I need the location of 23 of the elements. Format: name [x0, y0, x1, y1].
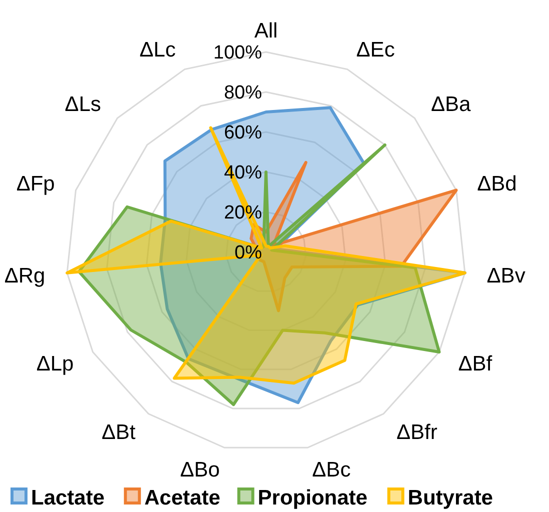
spoke-label: ΔBa — [430, 92, 472, 116]
spoke-label: ΔBt — [102, 420, 136, 444]
legend-label: Acetate — [144, 486, 220, 510]
spoke-label: ΔRg — [4, 264, 46, 288]
spoke-label: ΔBfr — [396, 420, 438, 444]
y-tick-label: 60% — [224, 122, 262, 144]
spoke-label: ΔEc — [356, 38, 395, 62]
spoke-label: All — [254, 19, 278, 42]
spoke-label: ΔLs — [64, 92, 102, 116]
spoke-label: ΔBf — [458, 352, 492, 376]
spoke-label: ΔBd — [477, 172, 517, 196]
spoke-label: ΔBc — [312, 458, 351, 482]
spoke-label: ΔBo — [180, 458, 220, 482]
spoke-label: ΔFp — [16, 172, 55, 196]
y-tick-label: 100% — [213, 42, 262, 64]
spoke-label: ΔLc — [139, 38, 176, 62]
y-tick-label: 0% — [234, 242, 262, 264]
legend-label: Butyrate — [408, 486, 494, 510]
legend-label: Lactate — [31, 486, 105, 510]
spoke-label: ΔLp — [36, 352, 74, 376]
legend-label: Propionate — [258, 486, 368, 510]
y-tick-label: 80% — [224, 82, 262, 104]
spoke-label: ΔBv — [486, 264, 526, 288]
